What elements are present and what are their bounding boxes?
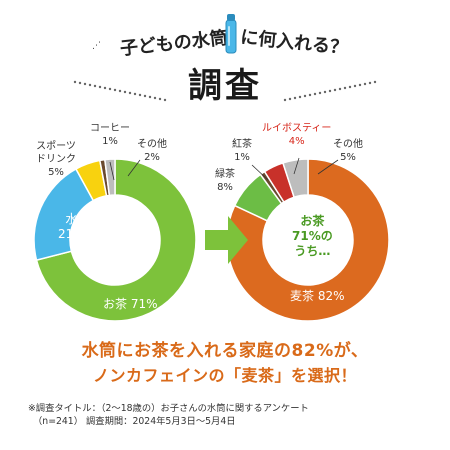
charts-svg	[33, 157, 390, 322]
headline: 水筒にお茶を入れる家庭の82%が、 ノンカフェインの「麦茶」を選択！	[0, 338, 450, 388]
headline-line-2: ノンカフェインの「麦茶」を選択！	[92, 366, 357, 385]
leader-line-rooibos	[293, 157, 300, 175]
survey-note: ※調査タイトル：（2～18歳の）お子さんの水筒に関するアンケート （n=241）…	[28, 402, 438, 428]
title-main: 調査	[188, 66, 262, 106]
arrow-right-icon	[205, 216, 248, 264]
note-line-1: ※調査タイトル：（2～18歳の）お子さんの水筒に関するアンケート	[28, 403, 309, 414]
label-sports-drink: スポーツ ドリンク 5%	[36, 141, 76, 178]
donut-slice-4	[282, 158, 309, 199]
label-mugicha: 麦茶 82%	[290, 289, 345, 303]
title-main-row: 調査	[0, 60, 450, 110]
charts-area: コーヒー 1% その他 2% スポーツ ドリンク 5% 水 21% お茶 71%…	[0, 110, 450, 340]
water-bottle-icon	[225, 14, 237, 54]
label-other-right: その他 5%	[333, 139, 363, 163]
label-green-tea: 緑茶 8%	[215, 169, 235, 193]
dots-right	[283, 80, 377, 102]
leader-line-other-left	[127, 159, 141, 177]
title-dots-left: ⋰	[92, 41, 101, 51]
title-post-text: に何入れる？	[239, 26, 349, 59]
right-center-text: お茶 71%の うち…	[292, 214, 333, 258]
title-line-svg: ⋰ 子どもの水筒 に何入れる？	[92, 14, 349, 60]
label-black-tea: 紅茶 1%	[232, 139, 252, 163]
left-donut-chart	[33, 158, 197, 322]
note-line-2: （n=241） 調査期間：2024年5月3日～5月4日	[33, 416, 236, 427]
donut-slice-4	[104, 158, 116, 197]
leader-line-black-tea	[251, 164, 269, 181]
leader-line-coffee	[109, 161, 115, 181]
label-coffee: コーヒー 1%	[90, 123, 130, 147]
title-pre-text: 子どもの水筒	[119, 27, 229, 60]
right-donut-chart	[226, 158, 390, 322]
title-main-svg: 調査	[73, 66, 377, 106]
label-rooibos: ルイボスティー 4%	[262, 123, 332, 147]
donut-slice-0	[35, 158, 197, 322]
label-other-left: その他 2%	[137, 139, 167, 163]
headline-line-1: 水筒にお茶を入れる家庭の82%が、	[81, 341, 369, 361]
label-water: 水 21%	[58, 212, 85, 241]
title-line: ⋰ 子どもの水筒 に何入れる？	[0, 0, 450, 60]
label-tea: お茶 71%	[103, 297, 158, 311]
dots-left	[73, 80, 167, 102]
leader-line-other-right	[317, 159, 339, 175]
